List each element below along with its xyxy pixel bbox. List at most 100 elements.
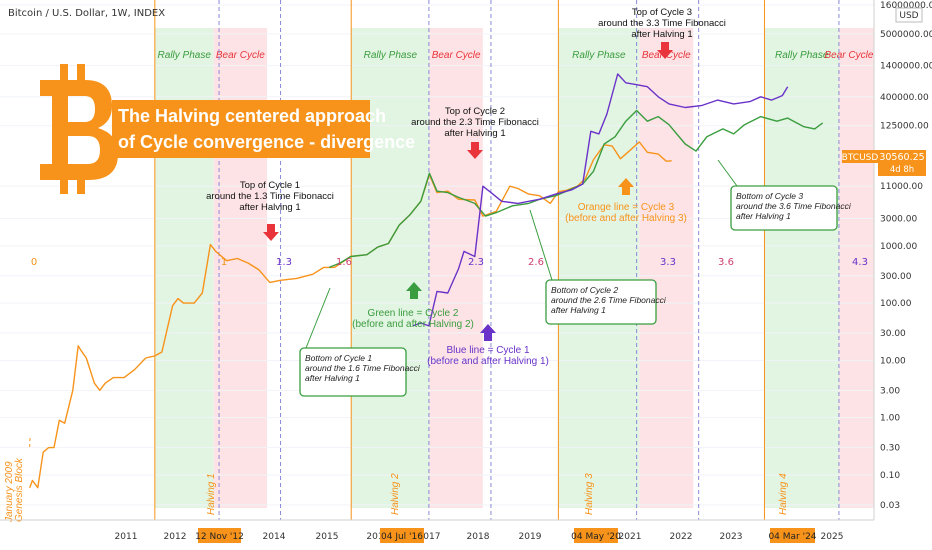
y-tick-label: 0.30 [880,444,900,454]
halving-date-label: 04 Jul '16 [381,532,423,542]
blue-line-note: (before and after Halving 1) [427,356,549,367]
currency-box[interactable] [895,7,923,23]
top-cycle-2-note: after Halving 1 [444,128,505,139]
headline-line-2: of Cycle convergence - divergence [118,132,415,152]
halving-date-box[interactable] [380,528,424,543]
red-down-arrow [263,224,279,241]
y-tick-label: 10.00 [880,356,906,366]
halving-label: Halving 2 [390,473,401,515]
fib-label: 1 [221,257,227,268]
top-cycle-3-note: around the 3.3 Time Fibonacci [598,18,726,29]
bottom-cycle-1-note-text: after Halving 1 [305,373,360,383]
top-cycle-1-note: around the 1.3 Time Fibonacci [206,191,334,202]
countdown: 4d 8h [890,165,914,175]
y-tick-label: 3000.00 [880,214,917,224]
bottom-cycle-2-note-connector [529,209,553,281]
top-cycle-2-note: Top of Cycle 2 [445,106,505,117]
halving-label: Halving 3 [584,473,595,515]
fib-label: 0 [31,257,37,268]
y-tick-label: 300.00 [880,272,912,282]
x-tick-label: 2011 [115,532,138,542]
bottom-cycle-3-note-box [730,185,838,231]
bottom-cycle-1-note-text: around the 1.6 Time Fibonacci [305,363,421,373]
red-down-arrow [467,142,483,159]
bottom-cycle-2-note-text: around the 2.6 Time Fibonacci [551,295,667,305]
rally-phase-label: Rally Phase [775,50,829,61]
fib-label: 3.3 [660,257,676,268]
currency-label: USD [899,11,918,21]
up-arrow [618,178,634,195]
halving-label: Halving 1 [206,473,217,515]
green-line-note: Green line = Cycle 2 [368,308,459,319]
y-tick-label: 1400000.00 [880,62,932,72]
fib-label: 1.3 [276,257,292,268]
x-tick-label: 2019 [519,532,542,542]
x-tick-label: 2018 [467,532,490,542]
x-axis[interactable]: 2011 2012 2014 2015 201 2017 2018 2019 2021 2022 2… [115,528,844,543]
rally-phase-band [558,28,640,508]
top-cycle-3-note: Top of Cycle 3 [632,7,692,18]
bottom-cycle-2-note-box [545,279,657,325]
up-arrow [406,282,422,299]
x-tick-label: 2015 [316,532,339,542]
y-axis[interactable]: 16000000.00 5000000.00 1400000.00 400000.00… [880,1,932,511]
bottom-cycle-3-note-text: Bottom of Cycle 3 [736,191,803,201]
genesis-label: January 2009 [4,461,15,523]
bitcoin-logo [40,64,118,194]
fib-label: 1.6 [336,257,352,268]
top-cycle-2-note: around the 2.3 Time Fibonacci [411,117,539,128]
bottom-cycle-2-note-text: Bottom of Cycle 2 [551,285,618,295]
y-tick-label: 400000.00 [880,93,929,103]
x-tick-label: 2025 [821,532,844,542]
genesis-label: Genesis Block [14,457,25,522]
fib-label: 2.6 [528,257,544,268]
orange-line-note: (before and after Halving 3) [565,213,687,224]
last-price: 30560.25 [879,152,924,163]
y-tick-label: 125000.00 [880,122,929,132]
annotations: 0 1 1.3 1.6 2.3 2.6 3.3 3.6 4.3 Halving 1 Halving … [4,7,868,523]
red-down-arrow [657,42,673,59]
fib-label: 4.3 [852,257,868,268]
halving-date-box[interactable] [770,528,815,543]
price-lines [29,73,824,489]
blue-line-note: Blue line = Cycle 1 [446,345,530,356]
x-tick-label: 2021 [619,532,642,542]
y-tick-label: 11000.00 [880,182,923,192]
x-tick-label: 2012 [164,532,187,542]
bottom-cycle-3-note-connector [717,159,738,187]
y-tick-label: 16000000.00 [880,1,932,11]
bear-phase-band [838,28,874,508]
halving-date-label: 12 Nov '12 [195,532,244,542]
halving-date-box[interactable] [198,528,241,543]
bear-phase-band [639,28,694,508]
y-tick-label: 3.00 [880,386,900,396]
y-tick-label: 0.03 [880,501,900,511]
halving-date-label: 04 Mar '24 [768,532,816,542]
top-cycle-1-note: after Halving 1 [239,202,300,213]
bear-phase-band [429,28,483,508]
bear-phase-label: Bear Cycle [432,50,481,61]
headline-banner: The Halving centered approach of Cycle c… [112,100,415,158]
halving-date-box[interactable] [574,528,618,543]
price-label[interactable]: BTCUSD 30560.25 4d 8h [842,150,926,176]
x-tick-label: 2014 [263,532,286,542]
green-line-note: (before and after Halving 2) [352,319,474,330]
rally-phase-label: Rally Phase [364,50,418,61]
phase-backgrounds: Rally Phase Bear Cycle Rally Phase Bear Cyc… [154,28,874,508]
symbol-tag: BTCUSD [842,153,879,163]
headline-line-1: The Halving centered approach [118,106,386,126]
rally-phase-band [764,28,839,508]
top-cycle-3-note: after Halving 1 [631,29,692,40]
halving-date-label: 04 May '20 [571,532,621,542]
x-tick-label: 2022 [670,532,693,542]
bottom-cycle-3-note-text: after Halving 1 [736,211,791,221]
bottom-cycle-3-note-text: around the 3.6 Time Fibonacci [736,201,852,211]
y-tick-label: 0.10 [880,471,900,481]
bottom-cycle-1-note-text: Bottom of Cycle 1 [305,353,372,363]
bottom-cycle-1-note-box [299,347,407,397]
x-tick-label: 2023 [720,532,743,542]
y-tick-label: 5000000.00 [880,30,932,40]
y-tick-label: 30.00 [880,329,906,339]
fib-label: 2.3 [468,257,484,268]
